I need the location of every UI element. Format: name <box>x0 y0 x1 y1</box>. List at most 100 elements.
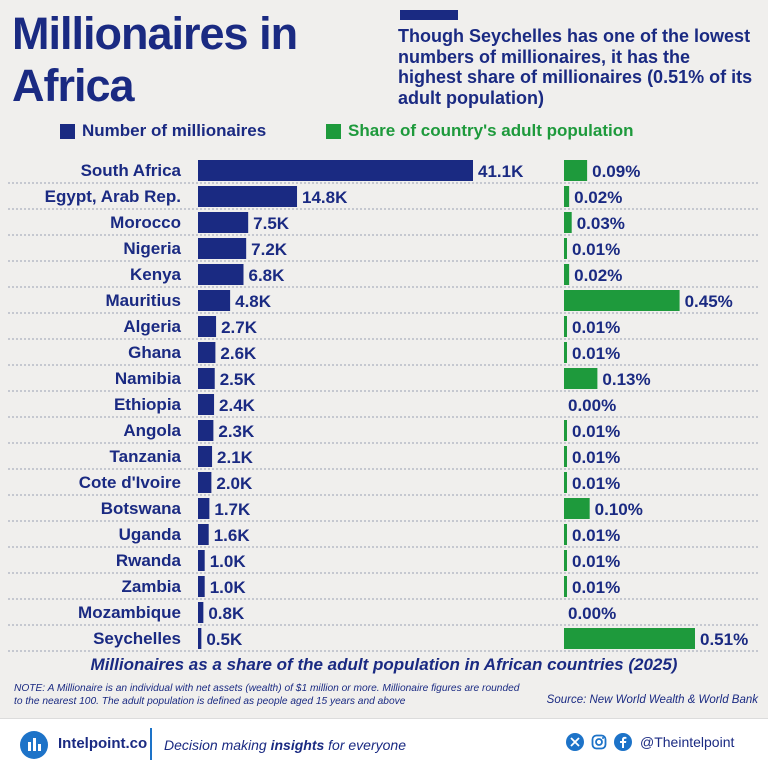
instagram-icon[interactable] <box>590 733 608 751</box>
millionaires-bar <box>198 576 205 597</box>
subtitle: Though Seychelles has one of the lowest … <box>398 26 753 108</box>
millionaires-bar <box>198 238 247 259</box>
millionaires-bar <box>198 342 216 363</box>
facebook-icon[interactable] <box>614 733 632 751</box>
footer-divider <box>150 728 152 760</box>
social-handle[interactable]: @Theintelpoint <box>640 734 735 750</box>
share-value-label: 0.01% <box>572 318 620 337</box>
share-bar <box>564 446 567 467</box>
legend-swatch-millionaires <box>60 123 75 139</box>
millionaires-value-label: 4.8K <box>235 292 272 311</box>
category-label: Namibia <box>115 369 182 388</box>
millionaires-bar <box>198 498 210 519</box>
share-value-label: 0.13% <box>602 370 650 389</box>
share-bar <box>564 290 680 311</box>
page-title: Millionaires in Africa <box>12 8 298 111</box>
share-value-label: 0.01% <box>572 240 620 259</box>
share-value-label: 0.00% <box>568 396 616 415</box>
share-bar <box>564 628 695 649</box>
millionaires-bar <box>198 316 217 337</box>
share-bar <box>564 212 572 233</box>
category-label: Seychelles <box>93 629 181 648</box>
share-bar <box>564 524 567 545</box>
category-label: Cote d'Ivoire <box>79 473 181 492</box>
category-label: Mauritius <box>105 291 181 310</box>
millionaires-bar <box>198 602 204 623</box>
footer: Intelpoint.co Decision making insights f… <box>0 718 768 769</box>
share-value-label: 0.02% <box>574 188 622 207</box>
millionaires-value-label: 2.6K <box>220 344 257 363</box>
share-bar <box>564 498 590 519</box>
share-bar <box>564 238 567 259</box>
share-bar <box>564 160 588 181</box>
share-value-label: 0.02% <box>574 266 622 285</box>
legend-item-share: Share of country's adult population <box>326 121 634 141</box>
millionaires-value-label: 6.8K <box>248 266 285 285</box>
share-value-label: 0.03% <box>577 214 625 233</box>
millionaires-value-label: 2.0K <box>216 474 253 493</box>
millionaires-value-label: 14.8K <box>302 188 348 207</box>
tagline-pre: Decision making <box>164 737 271 753</box>
millionaires-value-label: 2.7K <box>221 318 258 337</box>
millionaires-bar <box>198 420 214 441</box>
millionaires-bar <box>198 472 212 493</box>
tagline: Decision making insights for everyone <box>164 737 406 753</box>
category-label: Angola <box>123 421 181 440</box>
category-label: Ghana <box>128 343 181 362</box>
chart-caption: Millionaires as a share of the adult pop… <box>90 655 678 674</box>
millionaires-bar <box>198 186 298 207</box>
category-label: Ethiopia <box>114 395 182 414</box>
footnote: NOTE: A Millionaire is an individual wit… <box>14 683 520 707</box>
x-icon[interactable] <box>566 733 584 751</box>
millionaires-value-label: 7.5K <box>253 214 290 233</box>
category-label: Egypt, Arab Rep. <box>45 187 181 206</box>
millionaires-value-label: 1.0K <box>210 552 247 571</box>
share-value-label: 0.00% <box>568 604 616 623</box>
millionaires-bar <box>198 368 215 389</box>
millionaires-value-label: 2.5K <box>220 370 257 389</box>
millionaires-bar <box>198 524 209 545</box>
millionaires-value-label: 1.0K <box>210 578 247 597</box>
millionaires-value-label: 41.1K <box>478 162 524 181</box>
legend-item-millionaires: Number of millionaires <box>60 121 266 141</box>
share-value-label: 0.51% <box>700 630 748 649</box>
intelpoint-logo-icon <box>20 731 48 759</box>
share-bar <box>564 342 567 363</box>
millionaires-bar <box>198 290 231 311</box>
share-bar <box>564 186 570 207</box>
millionaires-bar <box>198 550 205 571</box>
share-bar <box>564 316 567 337</box>
share-value-label: 0.01% <box>572 526 620 545</box>
share-bar <box>564 264 570 285</box>
millionaires-bar <box>198 628 202 649</box>
category-label: Uganda <box>119 525 182 544</box>
share-value-label: 0.01% <box>572 344 620 363</box>
legend-swatch-share <box>326 123 341 139</box>
brand-name[interactable]: Intelpoint.co <box>58 735 148 752</box>
accent-bar <box>400 10 458 20</box>
share-value-label: 0.01% <box>572 552 620 571</box>
share-value-label: 0.09% <box>592 162 640 181</box>
social-links: @Theintelpoint <box>566 733 734 751</box>
category-label: Mozambique <box>78 603 181 622</box>
legend-label-millionaires: Number of millionaires <box>82 121 267 140</box>
millionaires-value-label: 1.6K <box>214 526 251 545</box>
millionaires-bar <box>198 264 244 285</box>
category-label: South Africa <box>81 161 182 180</box>
share-value-label: 0.45% <box>685 292 733 311</box>
share-value-label: 0.01% <box>572 578 620 597</box>
tagline-post: for everyone <box>324 737 406 753</box>
legend-label-share: Share of country's adult population <box>348 121 634 140</box>
share-value-label: 0.10% <box>595 500 643 519</box>
category-label: Botswana <box>101 499 182 518</box>
millionaires-bar <box>198 446 213 467</box>
millionaires-value-label: 2.1K <box>217 448 254 467</box>
category-label: Rwanda <box>116 551 182 570</box>
bar-chart: South Africa 41.1K 0.09% Egypt, Arab Rep. 14… <box>8 160 760 652</box>
category-label: Kenya <box>130 265 182 284</box>
share-value-label: 0.01% <box>572 474 620 493</box>
millionaires-value-label: 1.7K <box>214 500 251 519</box>
millionaires-bar <box>198 160 473 181</box>
share-bar <box>564 368 598 389</box>
tagline-bold: insights <box>270 737 325 753</box>
